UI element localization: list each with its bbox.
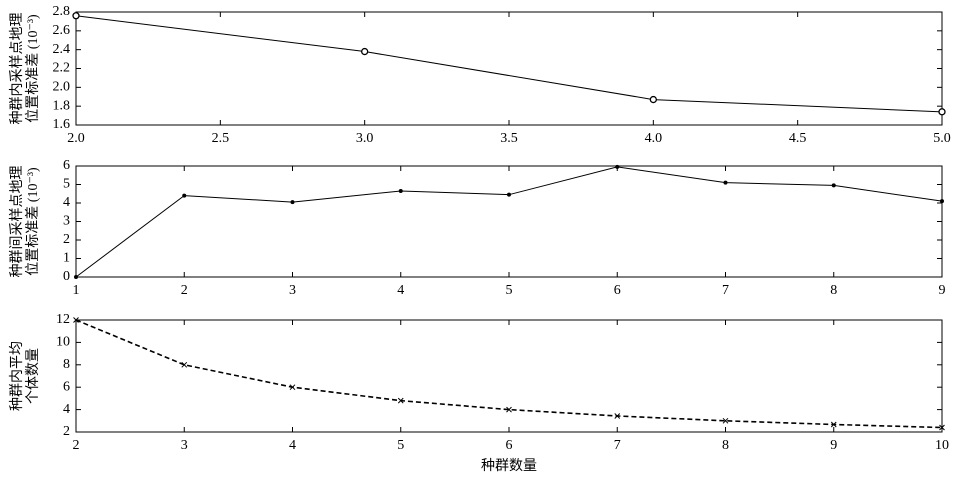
point: [507, 192, 511, 197]
x-tick-label: 1: [73, 283, 80, 298]
point: [938, 108, 946, 116]
x-tick-label: 3.0: [356, 131, 374, 146]
y-tick-label: 5: [63, 177, 70, 192]
series-line: [75, 166, 943, 278]
point: [290, 200, 295, 205]
point: [615, 164, 620, 169]
y-axis-label: 位置标准差 (10⁻³): [25, 167, 41, 276]
point: [73, 317, 79, 323]
x-tick-label: 8: [722, 438, 729, 453]
x-tick-label: 3: [181, 438, 188, 453]
point: [939, 424, 945, 431]
point: [649, 95, 657, 104]
point: [72, 12, 80, 20]
y-axis-label: 种群内平均: [9, 341, 25, 411]
x-tick-label: 8: [830, 283, 837, 298]
point: [181, 361, 188, 368]
point: [830, 421, 837, 428]
x-tick-label: 3: [289, 283, 296, 298]
x-tick-label: 6: [506, 438, 513, 453]
y-axis-label: 种群间采样点地理: [9, 166, 25, 278]
x-tick-label: 4.0: [645, 131, 663, 146]
y-tick-label: 2.4: [53, 42, 71, 57]
x-tick-label: 5: [506, 283, 513, 298]
y-tick-label: 2.2: [53, 61, 71, 76]
y-tick-label: 8: [63, 357, 70, 372]
y-tick-label: 4: [63, 402, 70, 417]
plot-frame: [75, 319, 943, 433]
x-axis-label: 种群数量: [481, 458, 537, 474]
series-line: [75, 15, 943, 113]
y-tick-label: 10: [56, 335, 70, 350]
point: [361, 47, 369, 56]
point: [506, 406, 512, 413]
y-tick-label: 2.0: [53, 80, 71, 95]
x-tick-label: 9: [830, 438, 837, 453]
y-tick-label: 1: [63, 251, 70, 266]
y-tick-label: 1.6: [53, 117, 71, 132]
y-tick-label: 4: [63, 195, 70, 210]
x-tick-label: 4.5: [789, 131, 807, 146]
y-tick-label: 12: [56, 312, 70, 327]
y-tick-label: 3: [63, 214, 70, 229]
point: [289, 384, 296, 391]
plot-frame: [75, 165, 943, 278]
x-tick-label: 3.5: [500, 131, 518, 146]
point: [182, 193, 187, 198]
point: [614, 413, 621, 419]
x-tick-label: 9: [939, 283, 946, 298]
x-tick-label: 2.0: [67, 131, 85, 146]
point: [723, 180, 728, 185]
y-axis-label: 个体数量: [25, 348, 41, 404]
y-tick-label: 2.6: [53, 23, 71, 38]
point: [831, 183, 836, 188]
point: [940, 199, 944, 204]
y-tick-label: 0: [63, 269, 70, 284]
series-line: [75, 319, 943, 429]
x-tick-label: 5.0: [933, 131, 951, 146]
y-tick-label: 2: [63, 232, 70, 247]
point: [398, 188, 403, 193]
x-tick-label: 6: [614, 283, 621, 298]
y-tick-label: 2.8: [53, 4, 71, 19]
x-tick-label: 7: [614, 438, 621, 453]
y-tick-label: 6: [63, 379, 70, 394]
x-tick-label: 4: [289, 438, 296, 453]
point: [722, 417, 729, 424]
x-tick-label: 2: [73, 438, 80, 453]
y-axis-label: 种群内采样点地理: [9, 13, 25, 125]
y-tick-label: 1.8: [53, 98, 71, 113]
y-tick-label: 2: [63, 424, 70, 439]
y-tick-label: 6: [63, 158, 70, 173]
x-tick-label: 2.5: [212, 131, 230, 146]
point: [74, 275, 78, 279]
y-axis-label: 位置标准差 (10⁻³): [25, 14, 41, 123]
x-tick-label: 7: [722, 283, 729, 298]
x-tick-label: 5: [397, 438, 404, 453]
point: [397, 397, 404, 404]
x-tick-label: 10: [935, 438, 949, 453]
plot-frame: [75, 11, 943, 126]
x-tick-label: 4: [397, 283, 404, 298]
x-tick-label: 2: [181, 283, 188, 298]
